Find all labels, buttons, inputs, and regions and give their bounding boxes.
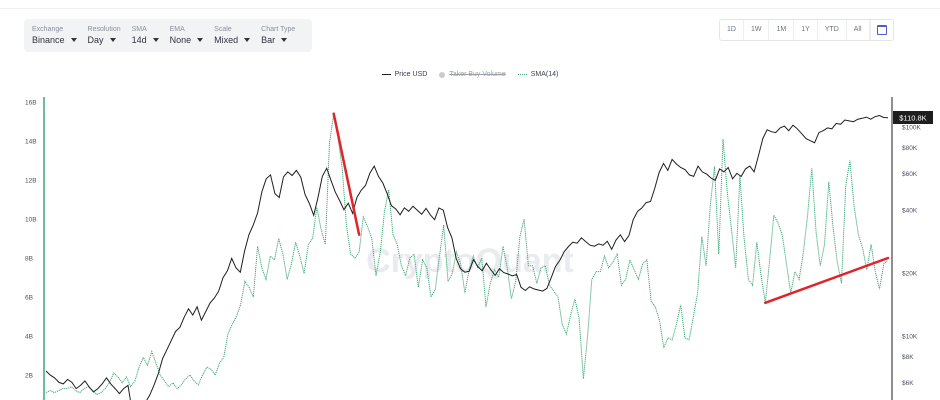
right-tick-label: $6K <box>902 380 914 387</box>
left-axis-ticks: 2B 4B 6B 8B 10B 12B 14B 16B <box>25 100 37 380</box>
sma-value: 14d <box>131 35 147 45</box>
right-axis-ticks: $6K $8K $10K $20K $40K $60K $80K $100K <box>902 125 921 387</box>
chevron-down-icon <box>109 38 116 42</box>
chart-type-value: Bar <box>261 35 276 45</box>
range-1m-button[interactable]: 1M <box>769 20 795 40</box>
watermark: CryptoQuant <box>366 242 574 280</box>
right-tick-label: $10K <box>902 334 918 341</box>
right-tick-label: $20K <box>902 271 918 278</box>
price-usd-line <box>45 114 889 400</box>
right-tick-label: $40K <box>902 208 918 215</box>
sma-select[interactable]: SMA 14d <box>132 19 170 52</box>
legend-sma-label: SMA(14) <box>530 71 559 78</box>
range-ytd-button[interactable]: YTD <box>818 20 847 40</box>
scale-value: Mixed <box>214 35 239 45</box>
current-price-marker: $110.8K <box>893 111 933 124</box>
exchange-label: Exchange <box>32 26 64 33</box>
chevron-down-icon <box>281 38 288 42</box>
chevron-down-icon <box>152 38 159 42</box>
right-tick-label: $100K <box>902 125 921 132</box>
legend-volume[interactable]: Taker Buy Volume <box>439 71 506 78</box>
resolution-label: Resolution <box>87 26 121 33</box>
range-all-button[interactable]: All <box>847 20 870 40</box>
legend-sma[interactable]: SMA(14) <box>517 71 559 78</box>
resolution-select[interactable]: Resolution Day <box>88 19 132 52</box>
ema-value: None <box>169 35 192 45</box>
ema-select[interactable]: EMA None <box>170 19 215 52</box>
chevron-down-icon <box>70 38 77 42</box>
sma-14-line <box>45 113 889 396</box>
scale-select[interactable]: Scale Mixed <box>214 19 261 52</box>
time-range-selector: 1D 1W 1M 1Y YTD All <box>719 19 894 41</box>
left-tick-label: 6B <box>25 295 33 302</box>
chevron-down-icon <box>244 38 251 42</box>
legend-price[interactable]: Price USD <box>381 71 428 78</box>
range-1w-button[interactable]: 1W <box>744 20 770 40</box>
left-tick-label: 2B <box>25 373 33 380</box>
chart-legend: Price USD Taker Buy Volume SMA(14) <box>0 71 940 78</box>
scale-label: Scale <box>214 26 232 33</box>
left-tick-label: 16B <box>25 100 37 107</box>
top-divider <box>0 8 940 9</box>
chart-settings-toolbar: Exchange Binance Resolution Day SMA 14d … <box>24 19 313 52</box>
left-tick-label: 12B <box>25 178 37 185</box>
legend-price-label: Price USD <box>394 71 428 78</box>
chart-type-label: Chart Type <box>261 26 296 33</box>
left-tick-label: 4B <box>25 334 33 341</box>
calendar-icon <box>876 25 887 35</box>
right-tick-label: $80K <box>902 145 918 152</box>
downtrend-line <box>332 112 361 236</box>
resolution-value: Day <box>87 35 104 45</box>
range-1y-button[interactable]: 1Y <box>794 20 818 40</box>
downtrend-line <box>764 256 890 305</box>
exchange-value: Binance <box>32 35 65 45</box>
calendar-button[interactable] <box>869 20 893 40</box>
price-line-swatch <box>381 73 391 76</box>
legend-volume-label: Taker Buy Volume <box>449 71 506 78</box>
chevron-down-icon <box>197 38 204 42</box>
range-1d-button[interactable]: 1D <box>720 20 744 40</box>
right-tick-label: $60K <box>902 171 918 178</box>
exchange-select[interactable]: Exchange Binance <box>32 19 88 52</box>
left-tick-label: 8B <box>25 256 33 263</box>
chart-type-select[interactable]: Chart Type Bar <box>261 19 306 52</box>
volume-dot-swatch <box>439 71 446 78</box>
left-tick-label: 14B <box>25 139 37 146</box>
sma-line-swatch <box>517 74 527 75</box>
right-tick-label: $8K <box>902 354 914 361</box>
left-tick-label: 10B <box>25 217 37 224</box>
current-price-label: $110.8K <box>899 114 926 123</box>
ema-label: EMA <box>169 26 185 33</box>
sma-label: SMA <box>131 26 147 33</box>
